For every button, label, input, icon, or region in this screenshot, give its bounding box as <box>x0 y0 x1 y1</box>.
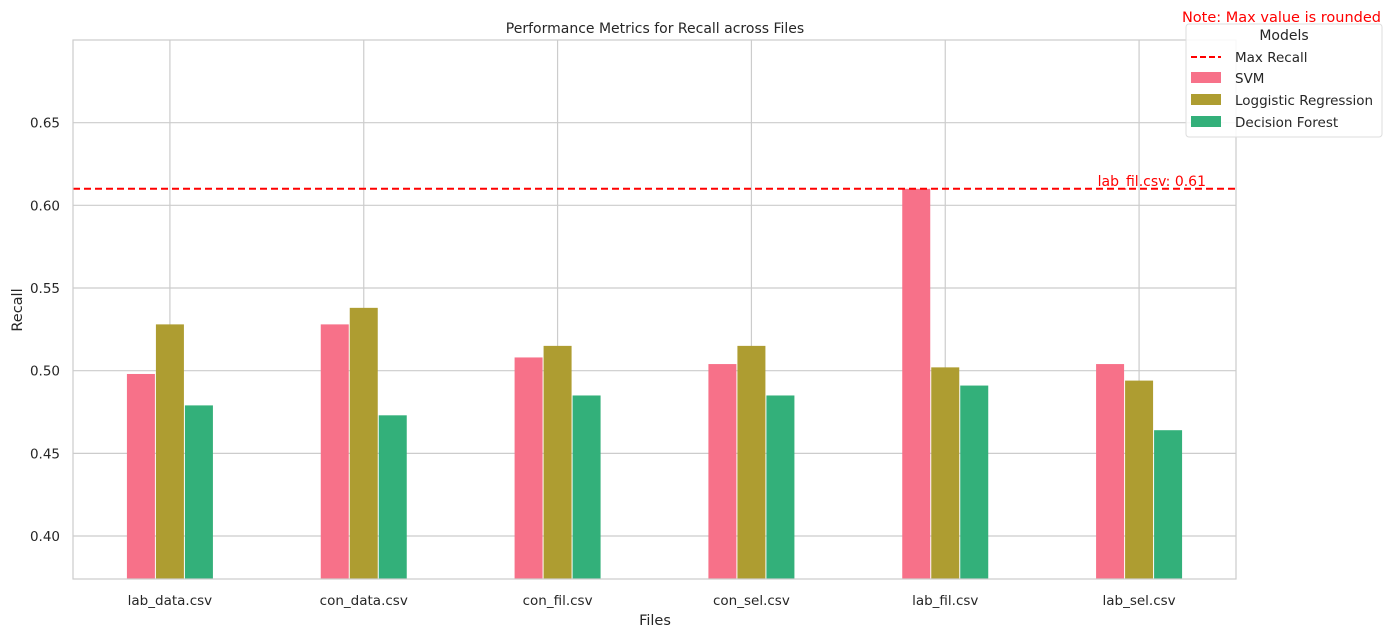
legend-logistic-swatch <box>1191 94 1221 105</box>
bar-svm-con-sel-csv <box>708 364 737 579</box>
rounding-note: Note: Max value is rounded <box>1182 10 1381 26</box>
bar-decision-forest-lab-data-csv <box>184 405 213 579</box>
bar-loggistic-regression-lab-data-csv <box>155 324 184 579</box>
legend: Models Max Recall SVM Loggistic Regressi… <box>1185 23 1383 138</box>
x-tick-label: lab_data.csv <box>128 593 213 609</box>
y-tick-label: 0.60 <box>30 198 60 214</box>
bar-svm-lab-fil-csv <box>902 188 931 579</box>
x-tick-label: lab_fil.csv <box>912 593 978 609</box>
plot-frame <box>72 39 1237 580</box>
x-tick-label: con_sel.csv <box>713 593 790 609</box>
legend-forest-swatch <box>1191 116 1221 127</box>
legend-logistic-label: Loggistic Regression <box>1235 93 1373 109</box>
bar-loggistic-regression-con-sel-csv <box>737 345 766 579</box>
bar-loggistic-regression-con-fil-csv <box>543 345 572 579</box>
chart-title: Performance Metrics for Recall across Fi… <box>506 21 804 37</box>
legend-max-recall-label: Max Recall <box>1235 50 1307 66</box>
bar-loggistic-regression-con-data-csv <box>349 307 378 579</box>
x-axis-label: Files <box>639 613 671 629</box>
y-tick-label: 0.50 <box>30 364 60 380</box>
bar-decision-forest-lab-fil-csv <box>960 385 989 579</box>
x-tick-label: lab_sel.csv <box>1102 593 1175 609</box>
bar-svm-lab-sel-csv <box>1096 364 1125 579</box>
y-tick-labels: 0.40 0.45 0.50 0.55 0.60 0.65 <box>30 116 60 545</box>
legend-svm-swatch <box>1191 72 1221 83</box>
bar-svm-lab-data-csv <box>126 373 155 579</box>
bars <box>126 188 1183 579</box>
legend-svm-label: SVM <box>1235 71 1264 87</box>
grid-lines <box>73 40 1236 579</box>
x-tick-label: con_data.csv <box>320 593 408 609</box>
bar-svm-con-data-csv <box>320 324 349 579</box>
y-tick-label: 0.45 <box>30 446 60 462</box>
legend-box <box>1185 23 1383 138</box>
y-tick-label: 0.55 <box>30 281 60 297</box>
max-annotation: lab_fil.csv: 0.61 <box>1098 174 1206 190</box>
bar-decision-forest-con-fil-csv <box>572 395 601 579</box>
bar-decision-forest-con-sel-csv <box>766 395 795 579</box>
y-tick-label: 0.40 <box>30 529 60 545</box>
bar-decision-forest-lab-sel-csv <box>1154 430 1183 579</box>
bar-svm-con-fil-csv <box>514 357 543 579</box>
y-tick-label: 0.65 <box>30 116 60 132</box>
bar-loggistic-regression-lab-sel-csv <box>1125 380 1154 579</box>
legend-title: Models <box>1259 28 1308 44</box>
x-tick-labels: lab_data.csv con_data.csv con_fil.csv con_s… <box>128 593 1176 609</box>
y-axis-label: Recall <box>10 288 26 331</box>
legend-forest-label: Decision Forest <box>1235 115 1338 131</box>
bar-loggistic-regression-lab-fil-csv <box>931 367 960 579</box>
x-tick-label: con_fil.csv <box>523 593 593 609</box>
bar-decision-forest-con-data-csv <box>378 415 407 579</box>
